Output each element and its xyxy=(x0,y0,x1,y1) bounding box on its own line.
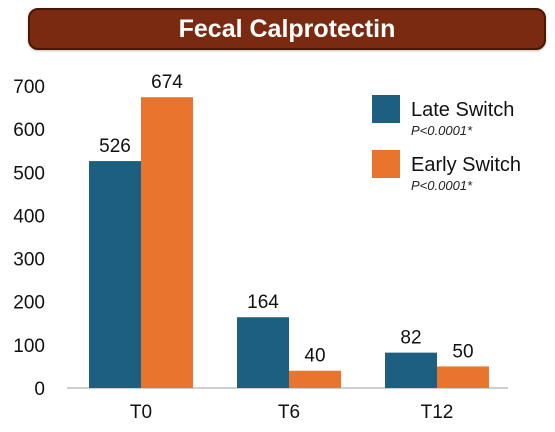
data-label: 50 xyxy=(452,341,473,362)
chart-title-bar: Fecal Calprotectin xyxy=(28,8,546,50)
legend-label: Late Switch xyxy=(411,99,514,121)
y-tick-label: 500 xyxy=(13,163,45,184)
data-label: 40 xyxy=(304,346,325,367)
bar-t12-late xyxy=(385,352,437,388)
y-tick-label: 0 xyxy=(34,379,45,400)
y-axis-ticks: 0 100 200 300 400 500 600 700 xyxy=(13,77,45,400)
legend-note: P<0.0001* xyxy=(411,178,473,193)
chart-title: Fecal Calprotectin xyxy=(178,14,396,43)
data-label: 674 xyxy=(151,72,183,93)
bar-t12-early xyxy=(437,366,489,388)
data-label: 526 xyxy=(99,136,131,157)
bar-t6-early xyxy=(289,370,341,388)
data-label: 82 xyxy=(400,328,421,349)
legend-swatch xyxy=(372,150,400,178)
bar-t0-late xyxy=(89,161,141,388)
legend: Late Switch P<0.0001* Early Switch P<0.0001… xyxy=(372,95,521,193)
category-labels-group: T0 T6 T12 xyxy=(130,402,453,423)
data-label: 164 xyxy=(247,292,279,313)
x-tick-label: T6 xyxy=(278,402,300,423)
x-tick-label: T12 xyxy=(421,402,454,423)
y-tick-label: 700 xyxy=(13,77,45,98)
data-labels-group: 526 674 164 40 82 50 xyxy=(99,72,473,367)
bar-t6-late xyxy=(237,317,289,388)
bars-group xyxy=(89,97,489,389)
bar-t0-early xyxy=(141,97,193,389)
y-tick-label: 100 xyxy=(13,336,45,357)
y-tick-label: 400 xyxy=(13,206,45,227)
legend-note: P<0.0001* xyxy=(411,123,473,138)
y-tick-label: 200 xyxy=(13,293,45,314)
legend-label: Early Switch xyxy=(411,154,521,176)
x-tick-label: T0 xyxy=(130,402,152,423)
y-tick-label: 300 xyxy=(13,250,45,271)
legend-swatch xyxy=(372,95,400,123)
y-tick-label: 600 xyxy=(13,120,45,141)
